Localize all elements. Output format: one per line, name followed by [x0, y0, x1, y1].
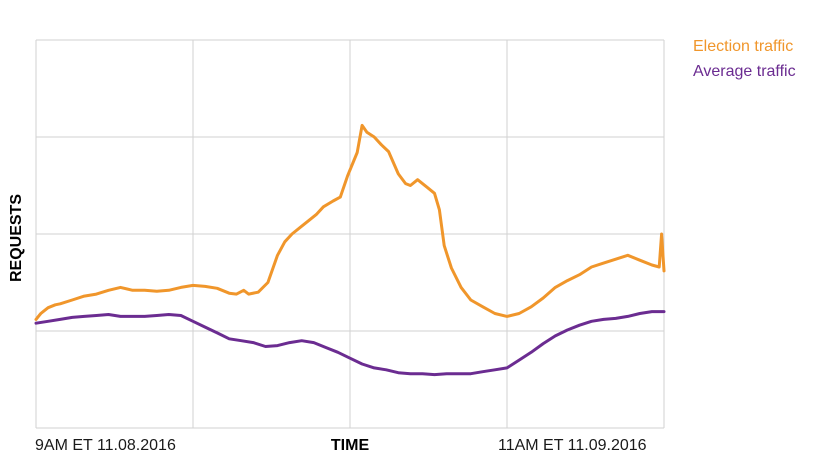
legend-average-traffic: Average traffic — [693, 63, 796, 80]
series-line-election-traffic — [34, 123, 666, 321]
legend-election-traffic: Election traffic — [693, 38, 794, 55]
x-axis-title: TIME — [330, 437, 370, 454]
x-tick-label-end: 11AM ET 11.09.2016 — [498, 437, 647, 454]
series-layer — [34, 123, 666, 377]
series-line-average-traffic — [34, 310, 666, 377]
grid — [35, 39, 665, 429]
y-axis-title: REQUESTS — [8, 193, 25, 283]
x-tick-label-start: 9AM ET 11.08.2016 — [35, 437, 176, 454]
